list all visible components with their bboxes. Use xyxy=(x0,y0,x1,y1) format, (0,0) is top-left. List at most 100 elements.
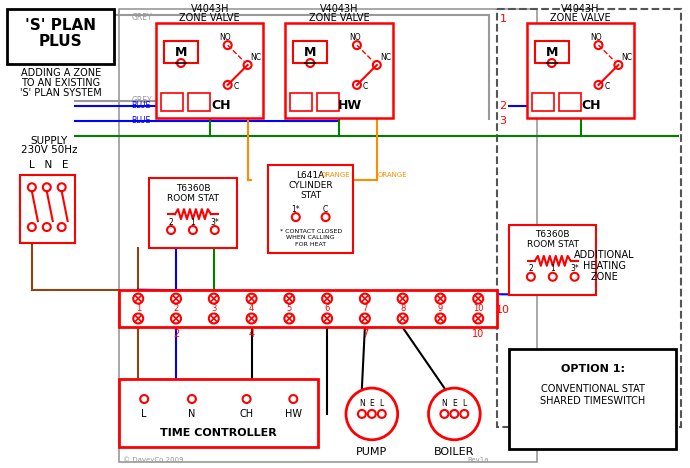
Circle shape xyxy=(43,183,51,191)
Text: C: C xyxy=(604,82,610,91)
Circle shape xyxy=(322,213,330,221)
Text: 'S' PLAN SYSTEM: 'S' PLAN SYSTEM xyxy=(20,88,101,98)
Text: ROOM STAT: ROOM STAT xyxy=(526,241,579,249)
Text: L: L xyxy=(141,409,147,419)
Text: ZONE: ZONE xyxy=(591,272,618,282)
Bar xyxy=(559,93,580,111)
Text: 1: 1 xyxy=(500,15,506,24)
Text: © DaveyCo 2009: © DaveyCo 2009 xyxy=(124,456,184,463)
Text: ZONE VALVE: ZONE VALVE xyxy=(551,13,611,23)
Text: 2: 2 xyxy=(500,101,506,111)
Circle shape xyxy=(224,81,232,89)
Text: 3*: 3* xyxy=(210,218,219,227)
Circle shape xyxy=(548,59,555,67)
Bar xyxy=(286,23,393,117)
Text: GREY: GREY xyxy=(131,96,152,105)
Circle shape xyxy=(211,226,219,234)
Text: L: L xyxy=(462,400,466,409)
Bar xyxy=(161,93,183,111)
Circle shape xyxy=(358,410,366,418)
Circle shape xyxy=(397,293,408,304)
Bar xyxy=(188,93,210,111)
Circle shape xyxy=(284,293,295,304)
Circle shape xyxy=(451,410,458,418)
Bar xyxy=(535,41,569,63)
Text: NO: NO xyxy=(349,33,361,42)
Bar xyxy=(119,9,537,461)
Bar xyxy=(164,41,198,63)
Bar xyxy=(119,379,318,447)
Circle shape xyxy=(460,410,469,418)
Text: STAT: STAT xyxy=(300,191,322,200)
Text: CYLINDER: CYLINDER xyxy=(288,181,333,190)
Text: NC: NC xyxy=(622,52,632,62)
Text: PUMP: PUMP xyxy=(356,446,388,457)
Text: M: M xyxy=(304,45,317,58)
Text: HEATING: HEATING xyxy=(583,261,626,271)
Text: C: C xyxy=(234,82,239,91)
Circle shape xyxy=(243,395,250,403)
Circle shape xyxy=(378,410,386,418)
Circle shape xyxy=(171,293,181,304)
Text: E: E xyxy=(452,400,457,409)
Text: 1: 1 xyxy=(136,304,141,313)
Text: HW: HW xyxy=(285,409,302,419)
Text: TO AN EXISTING: TO AN EXISTING xyxy=(21,78,100,88)
Circle shape xyxy=(167,226,175,234)
Text: ADDITIONAL: ADDITIONAL xyxy=(574,250,635,260)
Text: 10: 10 xyxy=(496,305,510,314)
Circle shape xyxy=(43,223,51,231)
Text: 3: 3 xyxy=(500,116,506,126)
Circle shape xyxy=(58,223,66,231)
Circle shape xyxy=(353,41,361,49)
Circle shape xyxy=(306,59,314,67)
Bar xyxy=(509,225,596,295)
Text: 7: 7 xyxy=(362,304,368,313)
Text: C: C xyxy=(323,205,328,214)
Circle shape xyxy=(527,273,535,281)
Text: BLUE: BLUE xyxy=(131,116,150,125)
Text: L641A: L641A xyxy=(297,171,325,180)
Circle shape xyxy=(224,41,232,49)
Text: OPTION 1:: OPTION 1: xyxy=(560,364,624,374)
Text: 2: 2 xyxy=(173,304,179,313)
Text: 5: 5 xyxy=(287,304,292,313)
Circle shape xyxy=(595,41,602,49)
Text: CONVENTIONAL STAT: CONVENTIONAL STAT xyxy=(540,384,644,394)
Circle shape xyxy=(353,81,361,89)
Text: T6360B: T6360B xyxy=(535,231,570,240)
Text: 2: 2 xyxy=(529,264,533,273)
Bar xyxy=(497,9,681,427)
Text: 2: 2 xyxy=(173,329,179,339)
Text: NC: NC xyxy=(250,52,262,62)
Bar xyxy=(290,93,312,111)
Circle shape xyxy=(473,314,483,323)
Bar xyxy=(532,93,554,111)
Text: ORANGE: ORANGE xyxy=(320,172,350,178)
Text: PLUS: PLUS xyxy=(39,34,83,49)
Circle shape xyxy=(140,395,148,403)
Text: L: L xyxy=(380,400,384,409)
Circle shape xyxy=(292,213,299,221)
Text: 9: 9 xyxy=(438,304,443,313)
Bar xyxy=(527,23,634,117)
Circle shape xyxy=(133,314,144,323)
Circle shape xyxy=(209,314,219,323)
Circle shape xyxy=(58,183,66,191)
Text: N: N xyxy=(359,400,365,409)
Circle shape xyxy=(246,293,257,304)
Text: N: N xyxy=(188,409,195,419)
Text: NO: NO xyxy=(591,33,602,42)
Text: E: E xyxy=(369,400,374,409)
Text: 8: 8 xyxy=(400,304,405,313)
Text: ZONE VALVE: ZONE VALVE xyxy=(179,13,240,23)
Text: V4043H: V4043H xyxy=(190,4,229,15)
Text: 3*: 3* xyxy=(570,264,579,273)
Text: 1: 1 xyxy=(551,264,555,273)
Text: T6360B: T6360B xyxy=(176,184,210,193)
Text: GREY: GREY xyxy=(131,13,152,22)
Circle shape xyxy=(246,314,257,323)
Text: 1*: 1* xyxy=(291,205,300,214)
Text: 6: 6 xyxy=(324,304,330,313)
Circle shape xyxy=(435,293,446,304)
